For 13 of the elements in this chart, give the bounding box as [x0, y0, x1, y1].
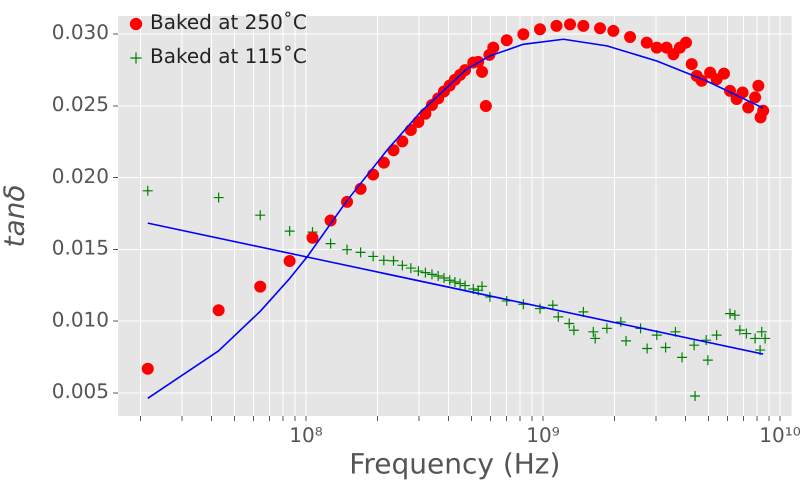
- x-tick-label: 10⁸: [289, 423, 323, 448]
- y-tick-label: 0.020: [52, 164, 109, 188]
- y-tick-label: 0.005: [52, 379, 109, 404]
- y-tick-label: 0.025: [52, 92, 109, 116]
- x-axis-title: Frequency (Hz): [349, 447, 560, 480]
- legend-label: Baked at 115˚C: [150, 44, 307, 68]
- y-tick-label: 0.030: [52, 20, 109, 44]
- x-tick-label: 10¹⁰: [759, 423, 801, 448]
- y-tick-label: 0.015: [52, 236, 109, 260]
- y-tick-label: 0.010: [52, 307, 109, 332]
- y-axis-title: tanδ: [0, 184, 32, 248]
- legend-label: Baked at 250˚C: [150, 10, 307, 34]
- x-tick-label: 10⁹: [526, 423, 560, 448]
